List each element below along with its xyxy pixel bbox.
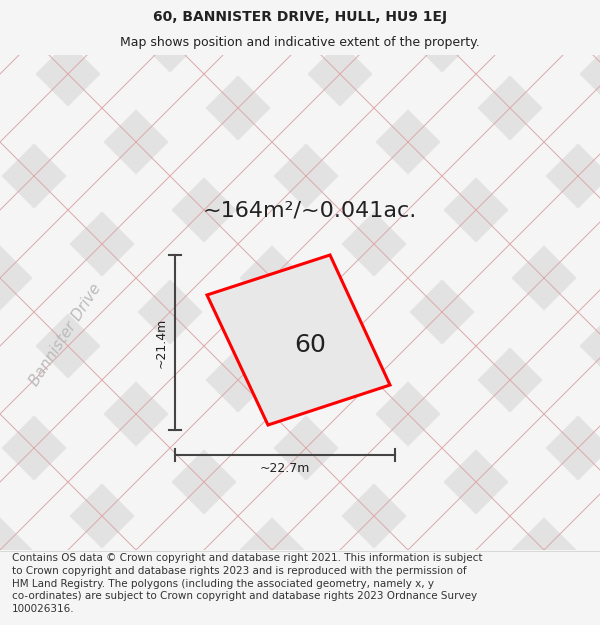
Polygon shape xyxy=(545,416,600,481)
Polygon shape xyxy=(239,246,305,311)
Polygon shape xyxy=(580,41,600,107)
Polygon shape xyxy=(103,109,169,174)
Polygon shape xyxy=(239,0,305,39)
Polygon shape xyxy=(409,551,475,617)
Polygon shape xyxy=(478,348,542,413)
Polygon shape xyxy=(205,619,271,625)
Text: Contains OS data © Crown copyright and database right 2021. This information is : Contains OS data © Crown copyright and d… xyxy=(12,553,482,614)
Text: ~21.4m: ~21.4m xyxy=(155,318,167,368)
Polygon shape xyxy=(70,0,134,4)
Polygon shape xyxy=(274,416,338,481)
Polygon shape xyxy=(409,279,475,344)
Polygon shape xyxy=(307,41,373,107)
Polygon shape xyxy=(35,313,101,379)
Polygon shape xyxy=(205,348,271,413)
Polygon shape xyxy=(103,381,169,447)
Polygon shape xyxy=(35,586,101,625)
Polygon shape xyxy=(580,586,600,625)
Text: Map shows position and indicative extent of the property.: Map shows position and indicative extent… xyxy=(120,36,480,49)
Polygon shape xyxy=(239,518,305,582)
Polygon shape xyxy=(207,255,390,425)
Polygon shape xyxy=(1,416,67,481)
Polygon shape xyxy=(0,246,32,311)
Polygon shape xyxy=(341,483,407,549)
Polygon shape xyxy=(0,0,32,39)
Polygon shape xyxy=(443,449,509,514)
Polygon shape xyxy=(0,518,32,582)
Polygon shape xyxy=(307,313,373,379)
Polygon shape xyxy=(137,8,203,72)
Polygon shape xyxy=(35,41,101,107)
Polygon shape xyxy=(1,143,67,209)
Text: Bannister Drive: Bannister Drive xyxy=(26,281,104,389)
Polygon shape xyxy=(341,211,407,277)
Polygon shape xyxy=(70,483,134,549)
Polygon shape xyxy=(205,76,271,141)
Polygon shape xyxy=(478,619,542,625)
Text: ~22.7m: ~22.7m xyxy=(260,462,310,476)
Polygon shape xyxy=(478,76,542,141)
Polygon shape xyxy=(70,211,134,277)
Polygon shape xyxy=(376,109,440,174)
Polygon shape xyxy=(580,313,600,379)
Polygon shape xyxy=(307,586,373,625)
Text: ~164m²/~0.041ac.: ~164m²/~0.041ac. xyxy=(203,200,417,220)
Polygon shape xyxy=(511,518,577,582)
Polygon shape xyxy=(511,0,577,39)
Text: 60: 60 xyxy=(294,333,326,357)
Polygon shape xyxy=(511,246,577,311)
Polygon shape xyxy=(409,8,475,72)
Polygon shape xyxy=(376,381,440,447)
Text: 60, BANNISTER DRIVE, HULL, HU9 1EJ: 60, BANNISTER DRIVE, HULL, HU9 1EJ xyxy=(153,9,447,24)
Polygon shape xyxy=(443,177,509,242)
Polygon shape xyxy=(172,177,236,242)
Polygon shape xyxy=(137,279,203,344)
Polygon shape xyxy=(545,143,600,209)
Polygon shape xyxy=(137,551,203,617)
Polygon shape xyxy=(274,143,338,209)
Polygon shape xyxy=(172,449,236,514)
Polygon shape xyxy=(341,0,407,4)
